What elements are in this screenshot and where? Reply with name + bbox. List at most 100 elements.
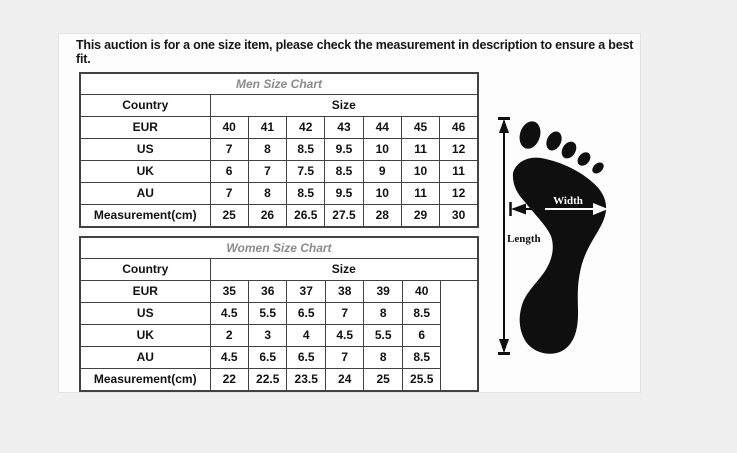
cell: 4.5	[209, 302, 249, 325]
women-size-header: Size	[209, 258, 479, 281]
row-label: EUR	[79, 280, 211, 303]
row-label: EUR	[79, 116, 211, 139]
content-panel: This auction is for a one size item, ple…	[58, 33, 641, 393]
cell: 11	[400, 138, 441, 161]
women-chart-header-row: Country Size	[79, 258, 479, 281]
cell: 35	[209, 280, 249, 303]
foot-silhouette	[512, 121, 607, 354]
row-label: UK	[79, 324, 211, 347]
cell: 8	[363, 346, 403, 369]
row-label: AU	[79, 182, 211, 205]
cell: 8	[363, 302, 403, 325]
table-row: EUR 40 41 42 43 44 45 46	[79, 116, 479, 139]
cell: 6	[401, 324, 442, 347]
cell: 44	[362, 116, 402, 139]
cell: 7	[324, 302, 365, 325]
cell: 9.5	[324, 138, 364, 161]
row-label: Measurement(cm)	[79, 204, 211, 228]
table-row: AU 7 8 8.5 9.5 10 11 12	[79, 182, 479, 205]
table-row: US 4.5 5.5 6.5 7 8 8.5	[79, 302, 478, 325]
cell: 40	[401, 280, 442, 303]
cell: 25.5	[401, 368, 442, 392]
row-label: US	[79, 302, 211, 325]
cell: 3	[247, 324, 288, 347]
cell: 26	[247, 204, 288, 228]
cell: 7.5	[286, 160, 326, 183]
women-chart-title: Women Size Chart	[79, 236, 479, 259]
cell: 25	[363, 368, 403, 392]
table-row: EUR 35 36 37 38 39 40	[79, 280, 479, 392]
cell: 12	[439, 138, 479, 161]
cell: 6	[209, 160, 249, 183]
row-label: AU	[79, 346, 211, 369]
women-chart-title-row: Women Size Chart	[79, 236, 479, 259]
cell: 10	[362, 138, 402, 161]
women-country-header: Country	[79, 258, 211, 281]
cell: 6.5	[247, 346, 288, 369]
toe	[561, 141, 577, 159]
length-label: Length	[507, 233, 541, 245]
cell: 5.5	[247, 302, 288, 325]
cell: 24	[324, 368, 365, 392]
width-label: Width	[553, 195, 583, 207]
row-label: US	[79, 138, 211, 161]
table-row: Measurement(cm) 22 22.5 23.5 24 25 25.5	[79, 368, 478, 392]
cell: 29	[400, 204, 441, 228]
cell: 11	[439, 160, 479, 183]
width-arrow-icon	[509, 202, 608, 216]
cell: 10	[400, 160, 441, 183]
foot-measurement-diagram: Width Length	[498, 117, 608, 355]
cell: 10	[362, 182, 402, 205]
cell: 37	[286, 280, 326, 303]
cell: 36	[247, 280, 288, 303]
cell: 27.5	[324, 204, 364, 228]
men-size-header: Size	[209, 94, 479, 117]
cell: 7	[209, 182, 249, 205]
cell: 43	[324, 116, 364, 139]
cell: 45	[400, 116, 441, 139]
men-country-header: Country	[79, 94, 211, 117]
toe	[577, 152, 591, 166]
men-chart-title: Men Size Chart	[79, 72, 479, 95]
auction-notice: This auction is for a one size item, ple…	[76, 38, 634, 66]
table-row: AU 4.5 6.5 6.5 7 8 8.5	[79, 346, 478, 369]
cell: 46	[439, 116, 479, 139]
row-label: UK	[79, 160, 211, 183]
empty-cell	[440, 280, 479, 392]
cell: 23.5	[286, 368, 326, 392]
cell: 42	[286, 116, 326, 139]
women-size-chart-table: Women Size Chart Country Size EUR 35 36 …	[79, 236, 479, 392]
table-row: Measurement(cm) 25 26 26.5 27.5 28 29 30	[79, 204, 479, 228]
cell: 28	[362, 204, 402, 228]
men-chart-header-row: Country Size	[79, 94, 479, 117]
cell: 5.5	[363, 324, 403, 347]
cell: 8.5	[401, 302, 442, 325]
cell: 8.5	[324, 160, 364, 183]
men-chart-title-row: Men Size Chart	[79, 72, 479, 95]
cell: 8	[247, 138, 288, 161]
cell: 40	[209, 116, 249, 139]
cell: 4.5	[209, 346, 249, 369]
cell: 9	[362, 160, 402, 183]
men-size-chart-table: Men Size Chart Country Size EUR 40 41 42…	[79, 72, 479, 228]
table-row: UK 2 3 4 4.5 5.5 6	[79, 324, 478, 347]
cell: 39	[363, 280, 403, 303]
toe	[546, 131, 562, 151]
cell: 11	[400, 182, 441, 205]
big-toe	[519, 121, 541, 149]
cell: 12	[439, 182, 479, 205]
cell: 4	[286, 324, 326, 347]
cell: 8.5	[286, 182, 326, 205]
cell: 7	[324, 346, 365, 369]
table-row: UK 6 7 7.5 8.5 9 10 11	[79, 160, 479, 183]
length-arrow-icon	[498, 117, 510, 355]
row-label: Measurement(cm)	[79, 368, 211, 392]
cell: 8	[247, 182, 288, 205]
cell: 8.5	[401, 346, 442, 369]
cell: 7	[209, 138, 249, 161]
cell: 8.5	[286, 138, 326, 161]
cell: 30	[439, 204, 479, 228]
toe	[592, 162, 604, 174]
cell: 6.5	[286, 346, 326, 369]
